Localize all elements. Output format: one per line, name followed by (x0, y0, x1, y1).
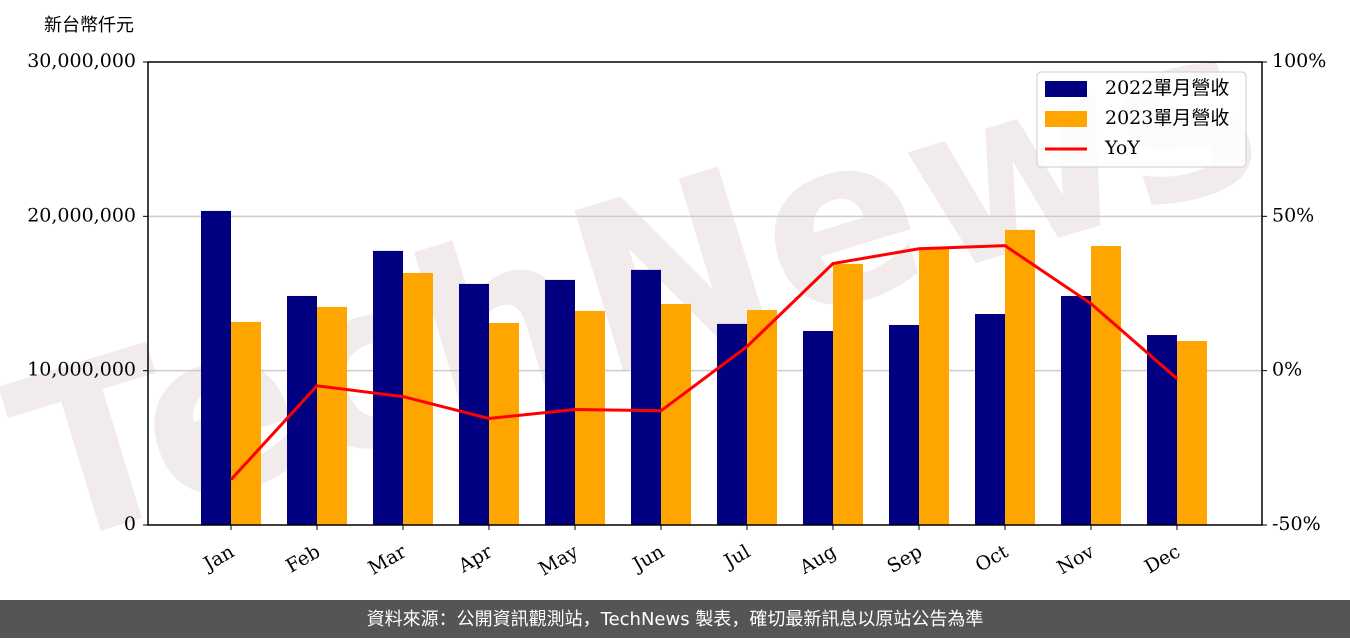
footer-band (0, 600, 1350, 638)
bar (661, 303, 691, 525)
bar (717, 323, 747, 525)
x-tick-label: Oct (972, 540, 1013, 576)
bar (889, 324, 919, 525)
legend-swatch (1045, 111, 1087, 127)
legend-label: 2022單月營收 (1105, 77, 1229, 99)
y2-tick-label: 50% (1272, 204, 1314, 226)
x-tick-label: Aug (795, 541, 840, 580)
bar (1147, 335, 1177, 525)
y-tick-label: 0 (124, 513, 136, 535)
bar (459, 283, 489, 525)
bar (287, 295, 317, 525)
bar (201, 210, 231, 525)
bar (231, 321, 261, 525)
y-tick-label: 20,000,000 (27, 204, 136, 226)
footer: 資料來源：公開資訊觀測站，TechNews 製表，確切最新訊息以原站公告為準 (367, 609, 984, 630)
bar (803, 331, 833, 525)
y2-tick-label: -50% (1272, 513, 1321, 535)
bar (1005, 229, 1035, 525)
bar (919, 247, 949, 525)
bar (545, 279, 575, 525)
bar (975, 314, 1005, 525)
x-tick-label: May (535, 540, 582, 580)
bar (1177, 341, 1207, 525)
y-tick-label: 30,000,000 (27, 50, 136, 72)
legend-label: 2023單月營收 (1105, 107, 1229, 129)
x-tick-label: Apr (454, 540, 497, 577)
bar (631, 269, 661, 525)
bar (317, 306, 347, 525)
bar (747, 310, 777, 525)
legend-label: YoY (1104, 137, 1140, 159)
y-axis-label: 新台幣仟元 (44, 15, 134, 36)
bar (489, 322, 519, 525)
x-tick-label: Nov (1053, 540, 1098, 579)
x-tick-label: Sep (883, 541, 926, 578)
x-tick-label: Jun (627, 541, 668, 577)
x-tick-label: Dec (1141, 541, 1184, 579)
y2-tick-label: 100% (1272, 50, 1326, 72)
x-tick-label: Mar (364, 540, 410, 579)
legend-swatch (1045, 81, 1087, 97)
x-tick-label: Feb (282, 541, 324, 578)
legend-box (1036, 71, 1247, 168)
y-tick-label: 10,000,000 (27, 359, 136, 381)
bar (1061, 295, 1091, 525)
y2-tick-label: 0% (1272, 359, 1302, 381)
bar (1091, 245, 1121, 525)
plot-frame (147, 61, 1263, 526)
line (229, 244, 1178, 481)
bar (373, 250, 403, 526)
x-tick-label: Jul (719, 541, 754, 574)
bar (833, 263, 863, 525)
bar (575, 310, 605, 525)
